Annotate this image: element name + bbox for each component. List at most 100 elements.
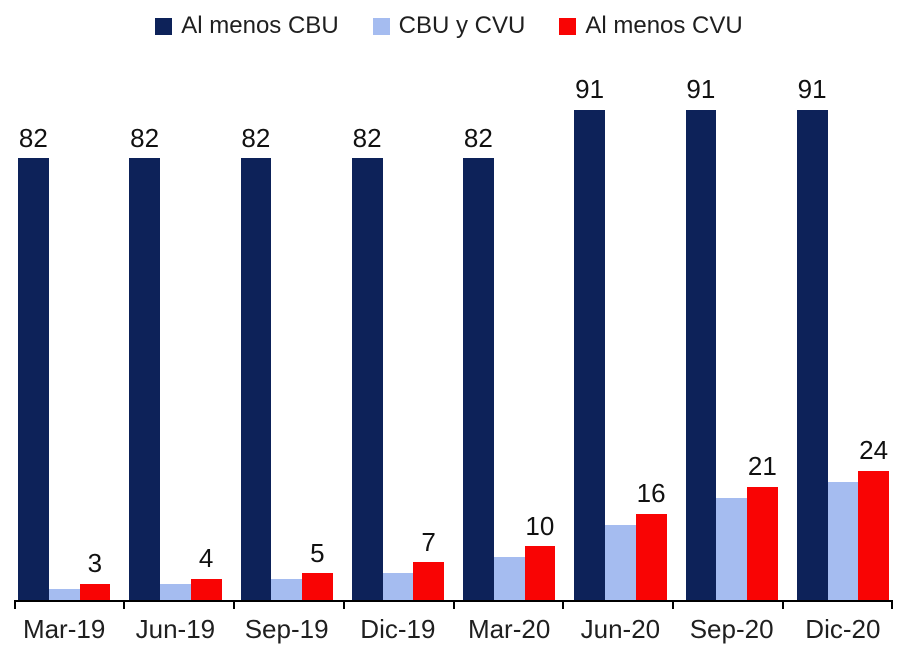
bar-slot-al-menos-cvu: 3 (79, 48, 111, 600)
legend-swatch-red (559, 17, 577, 35)
x-axis-label-jun-19: Jun-19 (135, 614, 216, 644)
x-axis-tick (562, 602, 565, 609)
bar-value-label-al-menos-cbu-jun-19: 82 (130, 122, 160, 153)
bar-cbu-y-cvu-sep-19 (271, 578, 302, 600)
bar-value-label-al-menos-cbu-mar-20: 82 (463, 122, 493, 153)
bar-al-menos-cbu-mar-19 (18, 158, 49, 600)
x-axis-label-sep-19: Sep-19 (244, 614, 329, 644)
bar-cbu-y-cvu-mar-20 (493, 556, 525, 600)
legend-label: CBU y CVU (398, 12, 526, 39)
bar-cbu-y-cvu-jun-20 (605, 524, 636, 600)
bar-al-menos-cbu-sep-19 (240, 158, 272, 600)
bar-slot-cbu-y-cvu (716, 48, 747, 600)
bar-al-menos-cbu-dic-19 (351, 158, 383, 600)
x-axis-tick (782, 602, 785, 609)
x-axis-label-dic-19: Dic-19 (360, 614, 436, 644)
bar-value-label-al-menos-cvu-dic-20: 24 (859, 435, 889, 466)
bar-value-label-al-menos-cvu-sep-19: 5 (310, 537, 325, 568)
bar-al-menos-cvu-dic-20 (858, 470, 889, 600)
bar-value-label-al-menos-cvu-mar-19: 3 (87, 548, 103, 579)
bar-value-label-al-menos-cbu-sep-19: 82 (241, 122, 271, 153)
bar-group-dic-20: 91 24 (793, 48, 893, 600)
bar-al-menos-cbu-jun-20 (574, 110, 605, 600)
bar-slot-cbu-y-cvu (160, 48, 191, 600)
bar-al-menos-cvu-jun-20 (635, 513, 667, 600)
bar-al-menos-cbu-jun-19 (129, 158, 160, 600)
bar-al-menos-cbu-mar-20 (463, 158, 494, 600)
x-axis-tick (232, 602, 235, 609)
bar-group-dic-19: 82 7 (348, 48, 448, 600)
bar-slot-al-menos-cbu: 82 (129, 48, 160, 600)
plot-area: 82 3 82 4 82 5 82 7 82 10 91 16 91 21 91 24 (14, 48, 893, 609)
x-axis-tick (342, 602, 345, 609)
x-axis-labels: Mar-19 Jun-19 Sep-19 Dic-19 Mar-20 Jun-20 Sep-… (14, 614, 893, 645)
bar-slot-al-menos-cbu: 82 (240, 48, 272, 600)
bar-slot-al-menos-cvu: 21 (747, 48, 778, 600)
bar-group-jun-20: 91 16 (570, 48, 670, 600)
legend-swatch-lightblue (372, 17, 390, 35)
x-axis-label-sep-20: Sep-20 (689, 614, 774, 644)
bar-cbu-y-cvu-dic-19 (382, 573, 414, 600)
bar-value-label-al-menos-cbu-dic-20: 91 (797, 74, 827, 105)
bar-value-label-al-menos-cvu-mar-20: 10 (525, 510, 555, 541)
x-axis-label-mar-20: Mar-20 (467, 614, 551, 644)
bar-al-menos-cvu-dic-19 (413, 562, 444, 600)
bar-slot-al-menos-cvu: 16 (635, 48, 667, 600)
bar-value-label-al-menos-cvu-sep-20: 21 (747, 451, 777, 482)
bar-al-menos-cbu-dic-20 (796, 110, 828, 600)
bar-slot-cbu-y-cvu (382, 48, 414, 600)
bar-slot-al-menos-cbu: 91 (685, 48, 717, 600)
bar-groups-container: 82 3 82 4 82 5 82 7 82 10 91 16 91 21 91 24 (14, 48, 893, 600)
bar-value-label-al-menos-cbu-dic-19: 82 (352, 122, 382, 153)
x-axis-label-mar-19: Mar-19 (22, 614, 106, 644)
bar-value-label-al-menos-cbu-mar-19: 82 (18, 122, 48, 153)
legend-label: Al menos CBU (181, 12, 339, 39)
x-axis-label-dic-20: Dic-20 (805, 614, 881, 644)
legend-item-al-menos-cbu: Al menos CBU (155, 12, 339, 40)
bar-al-menos-cvu-jun-19 (190, 578, 222, 600)
legend-item-cbu-y-cvu: CBU y CVU (372, 12, 526, 40)
bar-value-label-al-menos-cbu-jun-20: 91 (575, 74, 605, 105)
bar-al-menos-cvu-sep-19 (302, 573, 333, 600)
bar-value-label-al-menos-cvu-jun-20: 16 (636, 478, 666, 509)
bar-cbu-y-cvu-dic-20 (827, 481, 859, 600)
x-axis-tick (122, 602, 125, 609)
bar-slot-al-menos-cvu: 24 (858, 48, 889, 600)
bar-slot-al-menos-cvu: 5 (302, 48, 333, 600)
bar-slot-al-menos-cbu: 82 (18, 48, 49, 600)
bar-value-label-al-menos-cvu-jun-19: 4 (198, 542, 214, 573)
legend-swatch-navy (155, 17, 173, 35)
bar-value-label-al-menos-cvu-dic-19: 7 (421, 526, 436, 557)
bar-slot-cbu-y-cvu (605, 48, 636, 600)
bar-al-menos-cbu-sep-20 (685, 110, 717, 600)
bar-slot-al-menos-cbu: 82 (463, 48, 494, 600)
legend: Al menos CBU CBU y CVU Al menos CVU (0, 0, 898, 46)
bar-slot-al-menos-cvu: 7 (413, 48, 444, 600)
bar-group-mar-20: 82 10 (459, 48, 559, 600)
bar-slot-al-menos-cvu: 10 (524, 48, 556, 600)
x-axis-tick (672, 602, 675, 609)
bar-slot-al-menos-cvu: 4 (190, 48, 222, 600)
legend-label: Al menos CVU (585, 12, 743, 39)
bar-al-menos-cvu-mar-20 (524, 546, 556, 600)
x-axis-tick (14, 602, 16, 609)
bar-group-mar-19: 82 3 (14, 48, 114, 600)
bar-slot-cbu-y-cvu (827, 48, 859, 600)
x-axis-tick (452, 602, 455, 609)
bar-group-sep-20: 91 21 (682, 48, 782, 600)
x-axis-label-jun-20: Jun-20 (580, 614, 661, 644)
bar-slot-al-menos-cbu: 91 (796, 48, 828, 600)
bar-slot-al-menos-cbu: 91 (574, 48, 605, 600)
bar-cbu-y-cvu-mar-19 (48, 589, 80, 600)
bar-al-menos-cvu-sep-20 (747, 486, 778, 600)
bar-group-jun-19: 82 4 (125, 48, 225, 600)
bar-slot-cbu-y-cvu (48, 48, 80, 600)
legend-item-al-menos-cvu: Al menos CVU (559, 12, 743, 40)
bar-group-sep-19: 82 5 (237, 48, 337, 600)
x-axis-tick (891, 602, 893, 609)
bar-slot-cbu-y-cvu (271, 48, 302, 600)
bar-al-menos-cvu-mar-19 (79, 583, 111, 600)
bar-cbu-y-cvu-jun-19 (160, 583, 191, 600)
bar-slot-al-menos-cbu: 82 (351, 48, 383, 600)
